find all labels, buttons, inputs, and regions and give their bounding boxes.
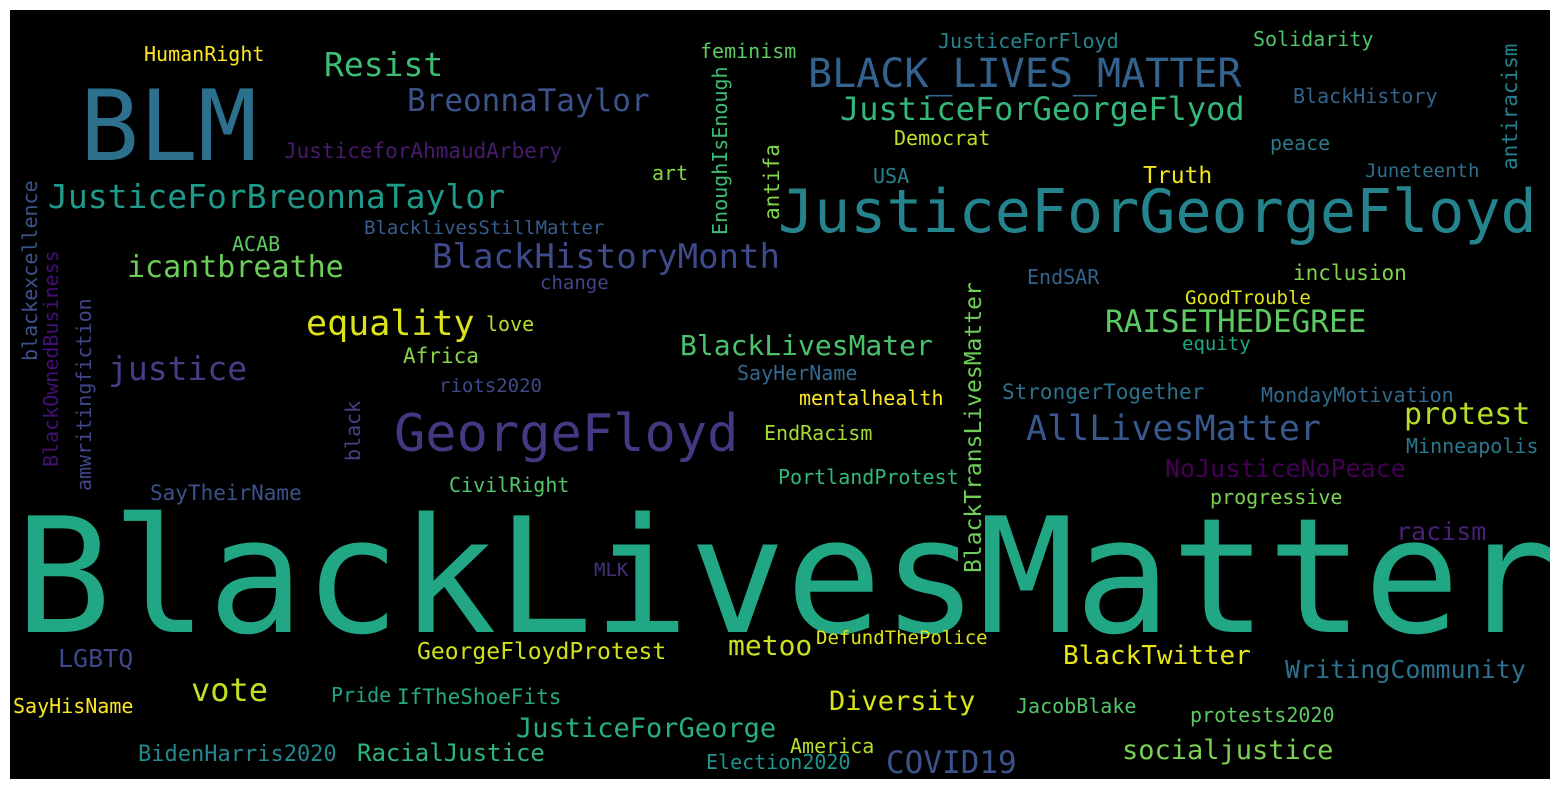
word-solidarity: Solidarity	[1253, 27, 1374, 51]
word-covid19: COVID19	[886, 745, 1017, 779]
word-breonnataylor: BreonnaTaylor	[407, 83, 650, 119]
word-black: black	[341, 400, 365, 461]
word-justiceforahmaudarbery: JusticeforAhmaudArbery	[284, 139, 563, 163]
word-resist: Resist	[324, 45, 444, 84]
word-america: America	[790, 734, 875, 758]
word-portlandprotest: PortlandProtest	[778, 465, 959, 489]
word-art: art	[652, 161, 689, 185]
word-mlk: MLK	[594, 559, 629, 581]
word-diversity: Diversity	[829, 686, 976, 717]
word-acab: ACAB	[232, 232, 281, 256]
word-change: change	[540, 272, 609, 294]
word-strongertogether: StrongerTogether	[1002, 380, 1205, 404]
word-iftheshoefits: IfTheShoeFits	[397, 685, 562, 709]
word-mondaymotivation: MondayMotivation	[1261, 383, 1454, 407]
word-sayhername: SayHerName	[737, 361, 858, 385]
word-vote: vote	[191, 671, 269, 709]
word-blackhistory: BlackHistory	[1293, 84, 1438, 108]
word-socialjustice: socialjustice	[1122, 735, 1334, 766]
word-truth: Truth	[1143, 163, 1213, 189]
word-endsar: EndSAR	[1027, 265, 1100, 289]
word-bidenharris2020: BidenHarris2020	[138, 742, 337, 767]
word-blacklivesmatter: BlackLivesMatter	[15, 483, 1550, 670]
word-riots2020: riots2020	[439, 375, 542, 397]
word-georgefloydprotest: GeorgeFloydProtest	[417, 639, 667, 665]
word-love: love	[486, 312, 535, 336]
word-democrat: Democrat	[894, 126, 991, 150]
word-blackhistorymonth: BlackHistoryMonth	[432, 237, 780, 277]
word-antifa: antifa	[760, 144, 784, 220]
word-black-lives-matter: BLACK_LIVES_MATTER	[808, 51, 1242, 97]
word-metoo: metoo	[728, 629, 813, 662]
word-blm: BLM	[80, 70, 258, 184]
word-juneteenth: Juneteenth	[1365, 160, 1480, 182]
word-georgefloyd: GeorgeFloyd	[394, 404, 739, 464]
word-usa: USA	[873, 164, 910, 188]
word-antiracism: antiracism	[1498, 43, 1522, 170]
word-lgbtq: LGBTQ	[58, 644, 134, 673]
word-humanright: HumanRight	[144, 42, 265, 66]
word-sayhisname: SayHisName	[13, 694, 134, 718]
word-justiceforgeorge: JusticeForGeorge	[516, 713, 777, 744]
word-blacktranslivesmatter: BlackTransLivesMatter	[961, 282, 987, 573]
word-cloud: BlackLivesMatter BLM JusticeForGeorgeFloyd…	[10, 10, 1550, 779]
word-nojusticenopeace: NoJusticeNoPeace	[1165, 454, 1406, 483]
word-progressive: progressive	[1210, 485, 1343, 509]
word-blacklivesstillmatter: BlacklivesStillMatter	[364, 217, 605, 239]
word-defundthepolice: DefundThePolice	[816, 627, 988, 649]
word-pride: Pride	[331, 683, 392, 707]
word-justiceforbreonnataylor: JusticeForBreonnaTaylor	[48, 177, 505, 216]
word-racism: racism	[1396, 517, 1487, 546]
word-racialjustice: RacialJustice	[357, 739, 545, 767]
word-blacklivesmater: BlackLivesMater	[680, 329, 933, 362]
word-blacktwitter: BlackTwitter	[1063, 641, 1251, 671]
word-amwritingfiction: amwritingfiction	[72, 298, 96, 491]
word-goodtrouble: GoodTrouble	[1185, 287, 1311, 309]
word-saytheirname: SayTheirName	[150, 481, 302, 505]
word-africa: Africa	[403, 344, 479, 368]
word-justiceforgeorgefloyd: JusticeForGeorgeFloyd	[778, 177, 1537, 247]
word-mentalhealth: mentalhealth	[799, 386, 944, 410]
word-raisethedegree: RAISETHEDEGREE	[1105, 304, 1367, 340]
word-inclusion: inclusion	[1293, 261, 1407, 285]
word-icantbreathe: icantbreathe	[127, 250, 344, 285]
word-blackexcellence: blackexcellence	[18, 180, 42, 361]
word-civilright: CivilRight	[449, 473, 570, 497]
word-election2020: Election2020	[706, 750, 851, 774]
word-justiceforfloyd: JusticeForFloyd	[938, 29, 1119, 53]
word-justice: justice	[108, 349, 248, 388]
word-writingcommunity: WritingCommunity	[1285, 655, 1526, 684]
word-protests2020: protests2020	[1190, 703, 1335, 727]
word-jacobblake: JacobBlake	[1016, 694, 1137, 718]
word-equality: equality	[306, 304, 475, 344]
word-alllivesmatter: AllLivesMatter	[1026, 409, 1322, 449]
word-endracism: EndRacism	[764, 421, 873, 445]
word-peace: peace	[1270, 131, 1331, 155]
word-justiceforgeorgeflyod: JusticeForGeorgeFlyod	[840, 90, 1245, 128]
word-equity: equity	[1182, 333, 1251, 355]
word-protest: protest	[1404, 397, 1531, 432]
word-blackownedbusiness: BlackOwnedBusiness	[39, 250, 63, 467]
word-minneapolis: Minneapolis	[1406, 434, 1539, 458]
word-feminism: feminism	[700, 39, 797, 63]
word-enoughisenough: EnoughIsEnough	[708, 66, 732, 235]
